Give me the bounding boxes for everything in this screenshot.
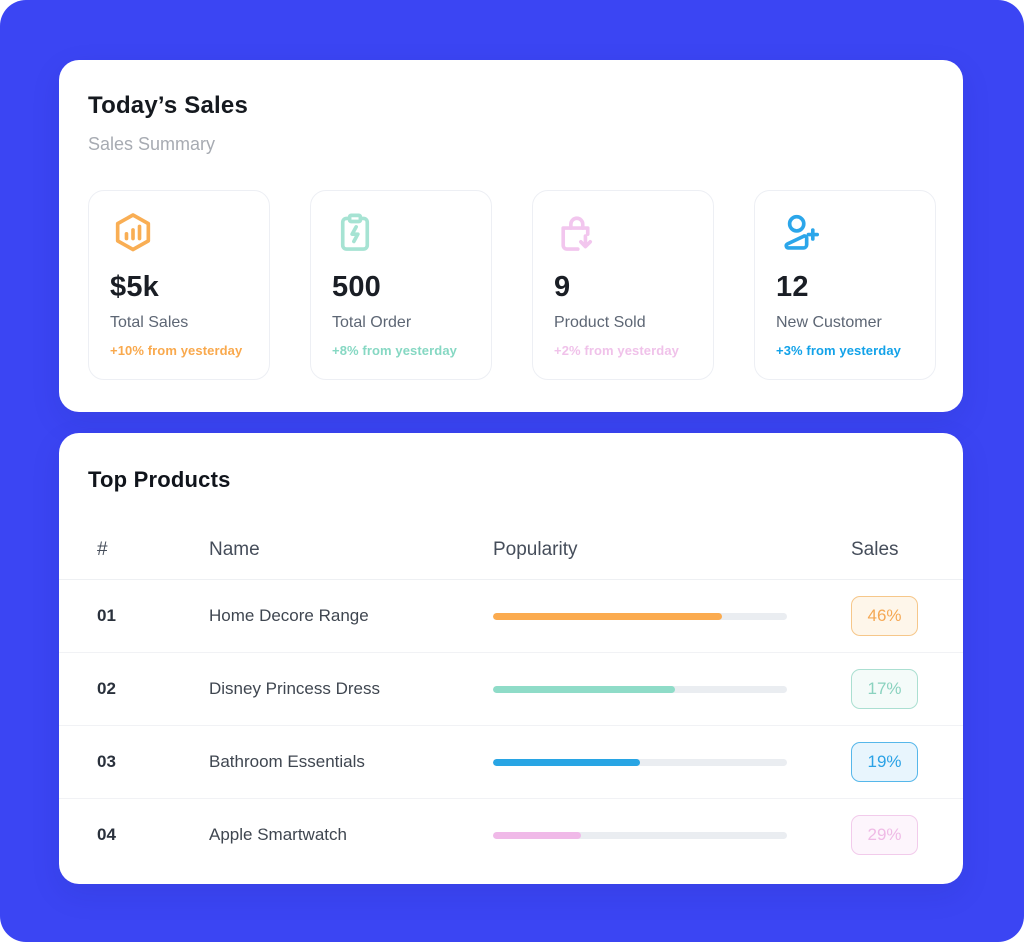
popularity-bar-track <box>493 612 787 620</box>
bag-arrow-down-icon <box>554 210 600 256</box>
stat-card-total-order[interactable]: 500 Total Order +8% from yesterday <box>310 190 492 380</box>
todays-sales-card: Today’s Sales Sales Summary $5k Total Sa… <box>59 60 963 412</box>
popularity-bar-fill <box>493 612 723 620</box>
stat-card-new-customer[interactable]: 12 New Customer +3% from yesterday <box>754 190 936 380</box>
popularity-bar-fill <box>493 758 640 766</box>
stats-row: $5k Total Sales +10% from yesterday 500 … <box>88 190 936 380</box>
stat-card-total-sales[interactable]: $5k Total Sales +10% from yesterday <box>88 190 270 380</box>
stat-change: +8% from yesterday <box>332 343 458 358</box>
hexagon-chart-icon <box>110 210 156 256</box>
sales-card-title: Today’s Sales <box>88 92 249 119</box>
popularity-bar-fill <box>493 685 676 693</box>
stat-label: Total Sales <box>110 314 189 331</box>
table-row[interactable]: 01 Home Decore Range 46% <box>59 580 963 653</box>
sales-badge: 17% <box>851 669 918 709</box>
sales-badge: 19% <box>851 742 918 782</box>
row-number: 01 <box>97 606 116 625</box>
stat-value: 12 <box>776 271 809 303</box>
user-plus-icon <box>776 210 822 256</box>
clipboard-bolt-icon <box>332 210 378 256</box>
row-number: 02 <box>97 679 116 698</box>
sales-card-subtitle: Sales Summary <box>88 134 216 154</box>
row-number: 03 <box>97 752 116 771</box>
column-header-name: Name <box>209 539 260 560</box>
product-name: Home Decore Range <box>209 606 369 625</box>
stat-card-product-sold[interactable]: 9 Product Sold +2% from yesterday <box>532 190 714 380</box>
stat-label: Product Sold <box>554 314 646 331</box>
sales-badge: 46% <box>851 596 918 636</box>
top-products-card: Top Products # Name Popularity Sales 01 … <box>59 433 963 884</box>
popularity-bar-track <box>493 831 787 839</box>
stat-value: 9 <box>554 271 571 303</box>
row-number: 04 <box>97 825 116 844</box>
table-row[interactable]: 02 Disney Princess Dress 17% <box>59 653 963 726</box>
product-name: Apple Smartwatch <box>209 825 347 844</box>
column-header-sales: Sales <box>851 539 899 560</box>
popularity-bar-track <box>493 758 787 766</box>
stat-change: +3% from yesterday <box>776 343 902 358</box>
column-header-popularity: Popularity <box>493 539 578 560</box>
table-header-row: # Name Popularity Sales <box>59 521 963 580</box>
stat-change: +2% from yesterday <box>554 343 680 358</box>
table-row[interactable]: 04 Apple Smartwatch 29% <box>59 799 963 871</box>
product-name: Bathroom Essentials <box>209 752 365 771</box>
popularity-bar-fill <box>493 831 582 839</box>
top-products-title: Top Products <box>88 467 231 492</box>
product-name: Disney Princess Dress <box>209 679 380 698</box>
top-products-table: # Name Popularity Sales 01 Home Decore R… <box>59 521 963 871</box>
stat-label: New Customer <box>776 314 882 331</box>
sales-badge: 29% <box>851 815 918 855</box>
stat-value: 500 <box>332 271 381 303</box>
table-row[interactable]: 03 Bathroom Essentials 19% <box>59 726 963 799</box>
stat-change: +10% from yesterday <box>110 343 243 358</box>
stat-label: Total Order <box>332 314 412 331</box>
popularity-bar-track <box>493 685 787 693</box>
stat-value: $5k <box>110 271 159 303</box>
column-header-number: # <box>97 539 108 560</box>
